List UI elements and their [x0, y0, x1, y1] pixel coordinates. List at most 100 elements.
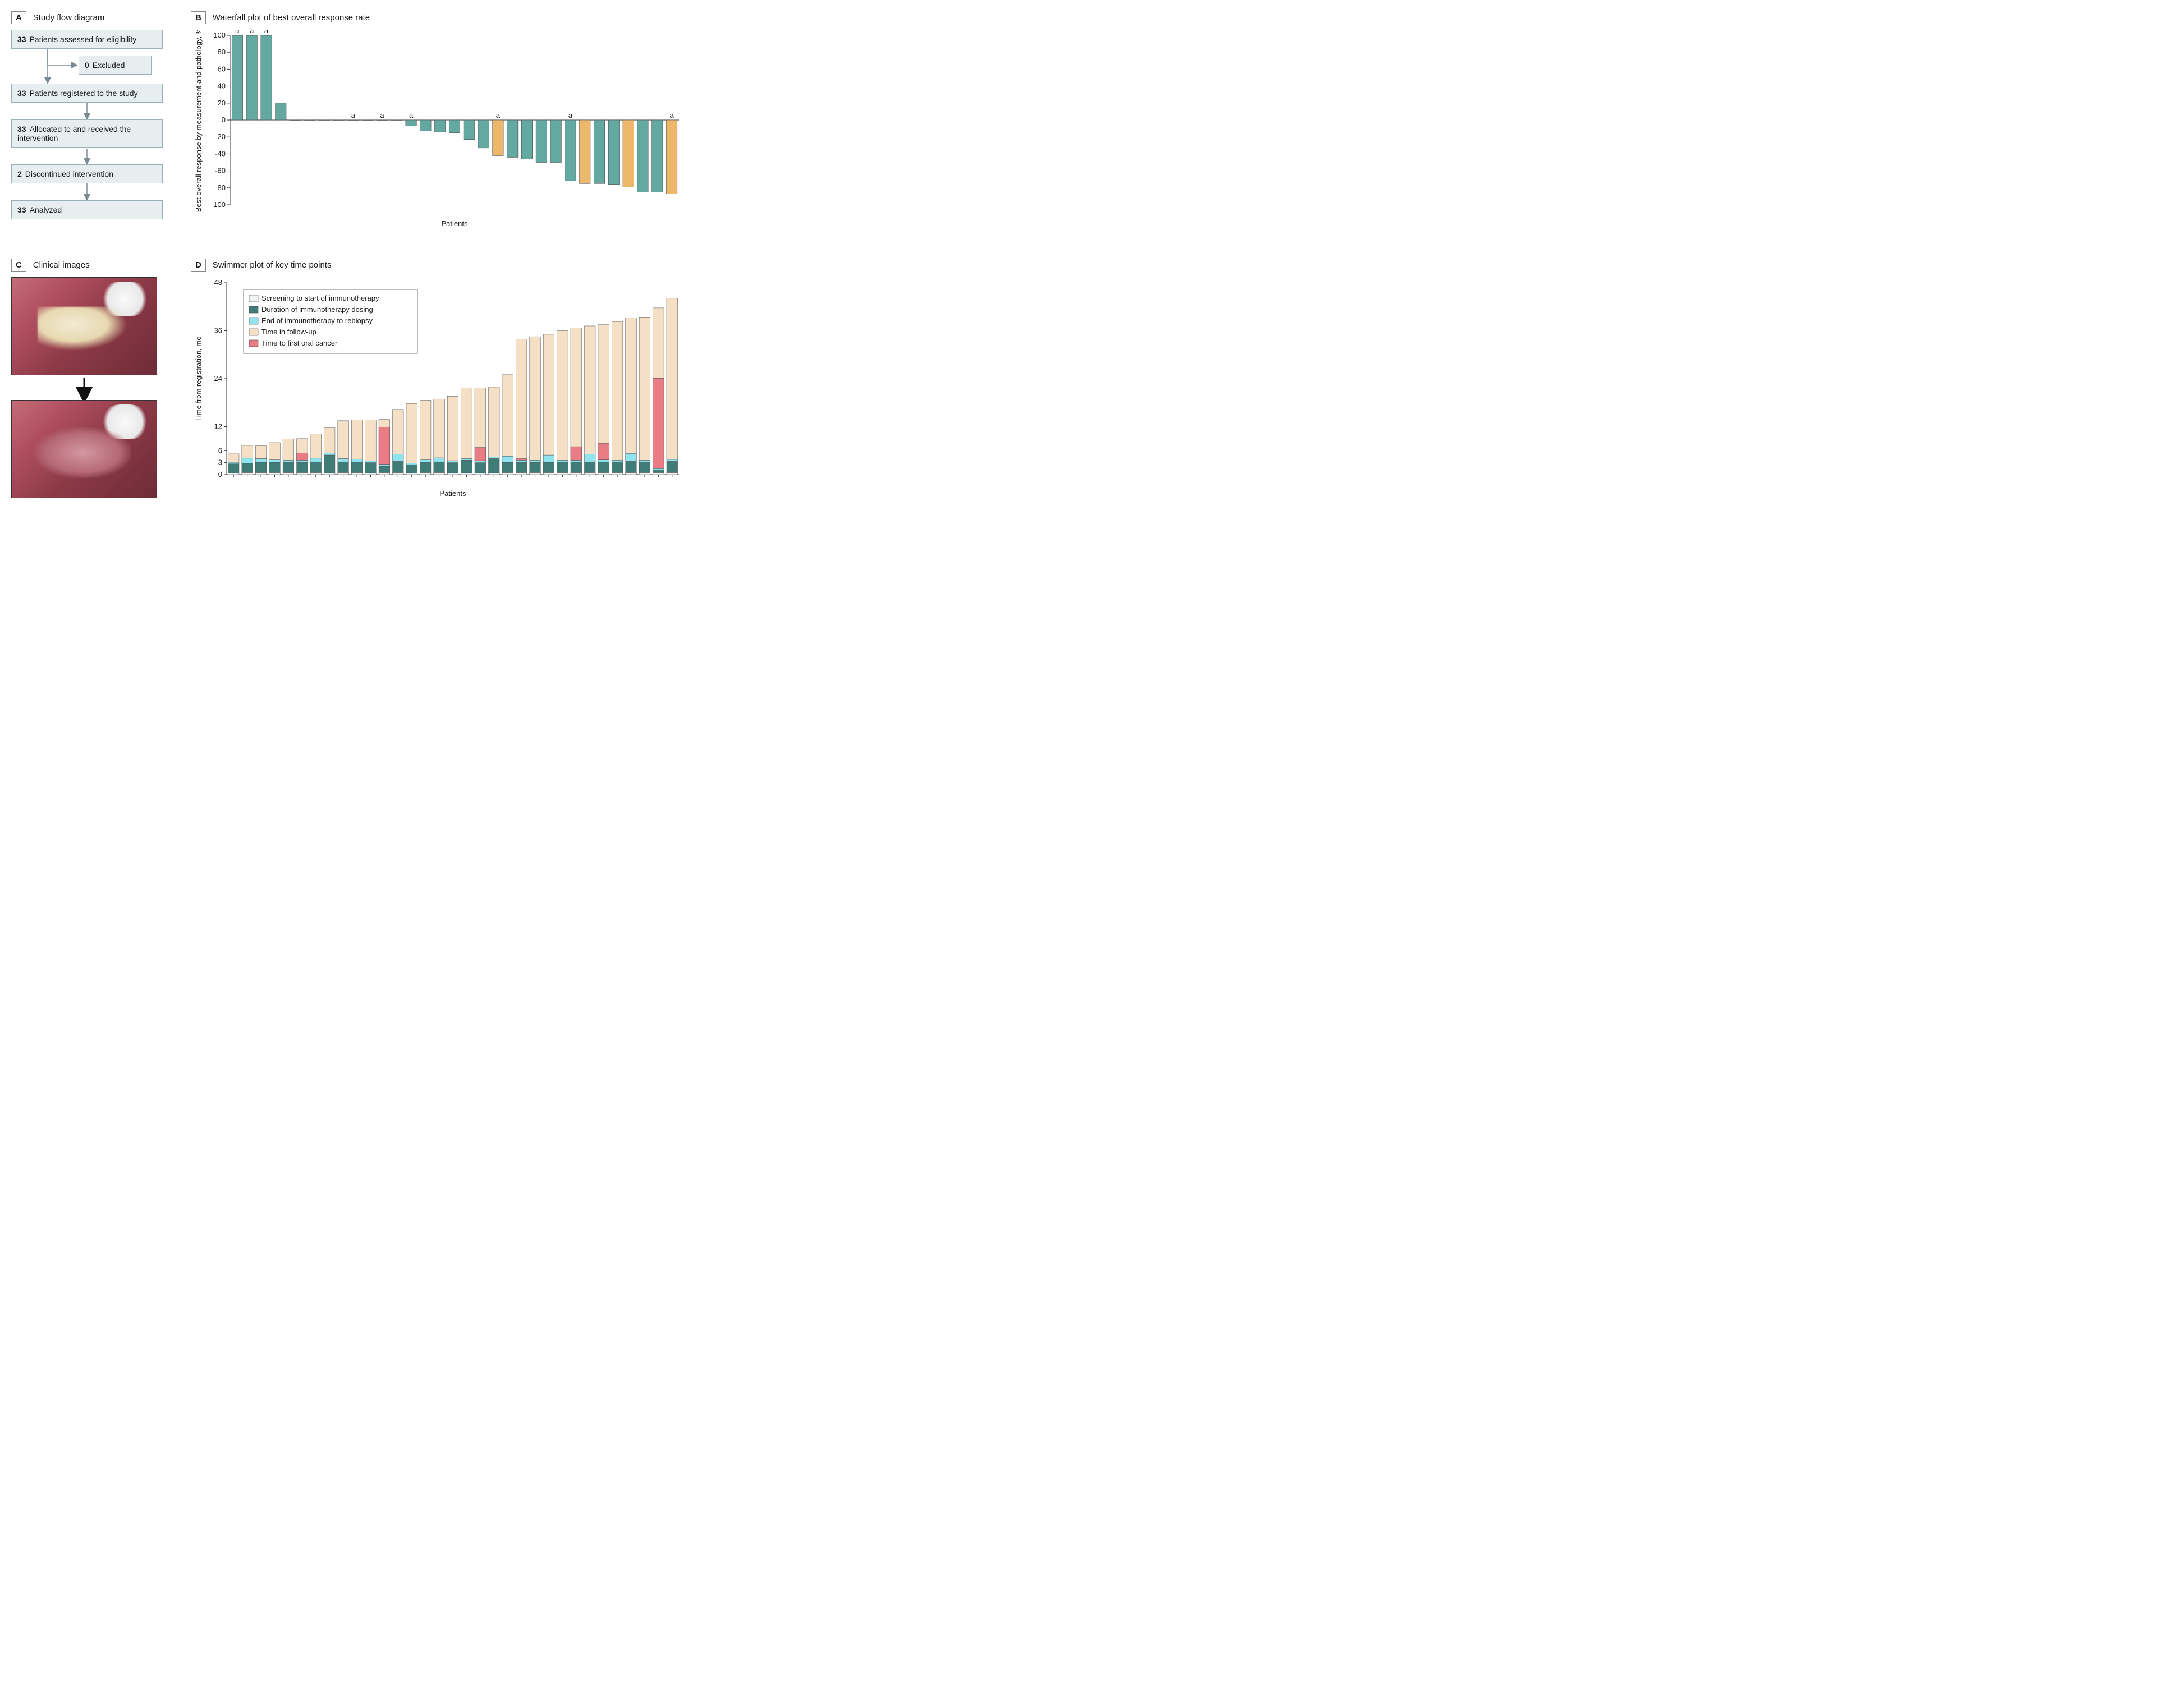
swimmer-seg-screen	[228, 473, 239, 475]
swimmer-seg-screen	[461, 473, 472, 475]
waterfall-bar	[536, 120, 547, 163]
panel-a-title: Study flow diagram	[33, 13, 105, 22]
waterfall-bar	[637, 120, 648, 192]
swimmer-seg-screen	[351, 472, 363, 475]
waterfall-bar	[246, 35, 257, 120]
swimmer-seg-rebiopsy	[228, 462, 239, 464]
swimmer-seg-follow	[324, 428, 335, 453]
swimmer-seg-screen	[269, 472, 281, 475]
swimmer-seg-rebiopsy	[584, 454, 595, 462]
svg-text:Patients: Patients	[442, 219, 468, 228]
svg-text:-40: -40	[215, 149, 226, 158]
svg-text:36: 36	[214, 327, 222, 335]
swimmer-seg-rebiopsy	[530, 460, 541, 462]
swimmer-seg-rebiopsy	[461, 459, 472, 461]
waterfall-bar	[377, 120, 387, 121]
swimmer-seg-dose	[626, 461, 637, 472]
swimmer-seg-rebiopsy	[543, 455, 554, 462]
swimmer-seg-follow	[543, 334, 554, 455]
swimmer-seg-dose	[242, 463, 253, 472]
flow-box-registered: 33Patients registered to the study	[11, 84, 163, 103]
swimmer-seg-dose	[255, 462, 267, 473]
flow-box-discontinued: 2Discontinued intervention	[11, 164, 163, 183]
waterfall-bar	[391, 120, 402, 121]
panel-c-header: C Clinical images	[11, 259, 174, 272]
swimmer-seg-rebiopsy	[379, 464, 390, 466]
panel-a: A Study flow diagram 33Patients assessed…	[11, 11, 174, 243]
swimmer-seg-follow	[255, 446, 267, 459]
panel-c-title: Clinical images	[33, 260, 90, 270]
waterfall-bar	[507, 120, 518, 157]
panel-a-label: A	[11, 11, 26, 24]
waterfall-bar	[580, 120, 590, 183]
swimmer-seg-rebiopsy	[283, 460, 294, 462]
swimmer-seg-dose	[667, 461, 678, 472]
swimmer-seg-screen	[598, 472, 609, 475]
swimmer-seg-follow	[571, 328, 582, 461]
swimmer-seg-screen	[584, 472, 595, 475]
swimmer-seg-dose	[365, 463, 377, 473]
panel-d-header: D Swimmer plot of key time points	[191, 259, 713, 272]
swimmer-seg-cancer	[516, 459, 527, 461]
swimmer-seg-screen	[502, 472, 513, 475]
swimmer-seg-cancer	[598, 443, 609, 459]
svg-text:80: 80	[218, 48, 226, 56]
flow-box-assessed: 33Patients assessed for eligibility	[11, 30, 163, 49]
swimmer-seg-cancer	[571, 447, 582, 460]
swimmer-seg-rebiopsy	[639, 460, 650, 462]
swimmer-seg-dose	[420, 462, 431, 473]
swimmer-seg-rebiopsy	[324, 453, 335, 456]
swimmer-seg-follow	[557, 331, 568, 461]
swimmer-seg-cancer	[653, 378, 664, 468]
swimmer-seg-follow	[530, 337, 541, 460]
legend-swatch	[249, 340, 258, 347]
svg-text:Time from registration, mo: Time from registration, mo	[194, 336, 203, 421]
figure-grid: A Study flow diagram 33Patients assessed…	[11, 11, 713, 502]
swimmer-seg-screen	[667, 472, 678, 475]
waterfall-bar	[623, 120, 634, 187]
swimmer-seg-dose	[406, 465, 417, 473]
legend-label: Time in follow-up	[261, 328, 316, 336]
waterfall-bar	[319, 120, 329, 121]
svg-text:60: 60	[218, 65, 226, 73]
swimmer-seg-rebiopsy	[255, 459, 267, 462]
svg-text:a: a	[380, 111, 384, 119]
swimmer-seg-dose	[434, 462, 445, 472]
waterfall-bar	[652, 120, 663, 192]
waterfall-bar	[420, 120, 431, 131]
swimmer-seg-dose	[502, 462, 513, 473]
swimmer-seg-dose	[557, 462, 568, 472]
clinical-image-before	[11, 277, 157, 375]
swimmer-seg-rebiopsy	[434, 458, 445, 462]
swimmer-seg-dose	[310, 462, 322, 472]
swimmer-seg-follow	[434, 399, 445, 458]
clinical-image-after	[11, 400, 157, 498]
svg-text:100: 100	[213, 31, 226, 39]
swimmer-seg-screen	[434, 472, 445, 475]
svg-text:a: a	[264, 30, 269, 35]
waterfall-bar	[594, 120, 604, 183]
swimmer-seg-rebiopsy	[269, 460, 281, 462]
flow-box-excluded: 0Excluded	[79, 56, 152, 75]
swimmer-seg-dose	[639, 462, 650, 472]
legend-label: Duration of immunotherapy dosing	[261, 305, 373, 314]
swimmer-seg-screen	[365, 473, 377, 475]
swimmer-seg-follow	[393, 410, 404, 454]
swimmer-seg-follow	[406, 403, 417, 463]
svg-text:12: 12	[214, 422, 222, 431]
waterfall-bar	[521, 120, 532, 159]
swimmer-seg-dose	[351, 462, 363, 472]
swimmer-seg-dose	[461, 460, 472, 473]
swimmer-seg-dose	[297, 462, 308, 473]
svg-text:a: a	[235, 30, 240, 35]
waterfall-bar	[565, 120, 576, 181]
panel-a-header: A Study flow diagram	[11, 11, 174, 24]
swimmer-seg-cancer	[475, 448, 486, 461]
svg-text:a: a	[568, 111, 573, 119]
swimmer-seg-rebiopsy	[502, 456, 513, 462]
swimmer-seg-follow	[516, 339, 527, 460]
panel-b: B Waterfall plot of best overall respons…	[191, 11, 713, 243]
swimmer-seg-rebiopsy	[557, 460, 568, 462]
swimmer-seg-screen	[653, 472, 664, 475]
swimmer-seg-follow	[639, 317, 650, 460]
